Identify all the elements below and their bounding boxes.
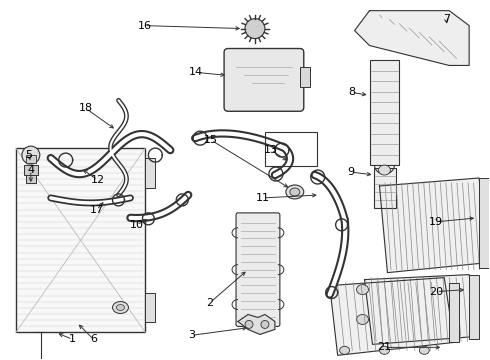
Text: 11: 11: [256, 193, 270, 203]
Polygon shape: [355, 11, 469, 66]
Text: 3: 3: [188, 330, 195, 341]
Polygon shape: [330, 278, 454, 355]
Ellipse shape: [357, 285, 368, 294]
Ellipse shape: [357, 315, 368, 324]
Bar: [374, 168, 396, 208]
Text: 8: 8: [348, 87, 355, 97]
Ellipse shape: [113, 302, 128, 314]
Text: 1: 1: [69, 334, 76, 345]
Ellipse shape: [286, 185, 304, 199]
Text: 10: 10: [129, 220, 144, 230]
FancyBboxPatch shape: [236, 213, 280, 327]
Bar: [146, 158, 155, 188]
Bar: [449, 283, 459, 342]
Ellipse shape: [340, 346, 349, 354]
Circle shape: [245, 19, 265, 39]
FancyBboxPatch shape: [224, 49, 304, 111]
Polygon shape: [238, 315, 275, 334]
Text: 15: 15: [204, 135, 218, 145]
Circle shape: [261, 320, 269, 328]
Text: 21: 21: [377, 342, 392, 352]
Circle shape: [245, 320, 253, 328]
Text: 7: 7: [442, 14, 450, 24]
Bar: [26, 175, 36, 183]
Bar: [16, 148, 146, 332]
Ellipse shape: [379, 346, 390, 354]
Text: 19: 19: [429, 217, 443, 227]
Ellipse shape: [290, 188, 300, 196]
Bar: [479, 178, 490, 268]
Bar: [265, 132, 317, 166]
Text: 6: 6: [90, 334, 97, 345]
Ellipse shape: [378, 165, 391, 175]
Ellipse shape: [419, 346, 429, 354]
Text: 5: 5: [25, 150, 32, 160]
Bar: [369, 60, 399, 165]
Circle shape: [22, 146, 40, 164]
Text: 16: 16: [137, 21, 151, 31]
Text: 4: 4: [27, 165, 34, 175]
Text: 12: 12: [91, 175, 105, 185]
Text: 9: 9: [347, 167, 354, 177]
Text: 17: 17: [90, 205, 104, 215]
Bar: [469, 275, 479, 339]
Polygon shape: [379, 178, 487, 273]
Text: 18: 18: [78, 103, 93, 113]
Bar: [24, 165, 38, 175]
Text: 14: 14: [189, 67, 203, 77]
Text: 13: 13: [264, 145, 278, 155]
Text: 20: 20: [429, 287, 443, 297]
Bar: [300, 67, 310, 87]
Bar: [146, 293, 155, 323]
Polygon shape: [365, 275, 477, 345]
Bar: [26, 155, 36, 163]
Text: 2: 2: [207, 297, 214, 307]
Ellipse shape: [117, 305, 124, 310]
